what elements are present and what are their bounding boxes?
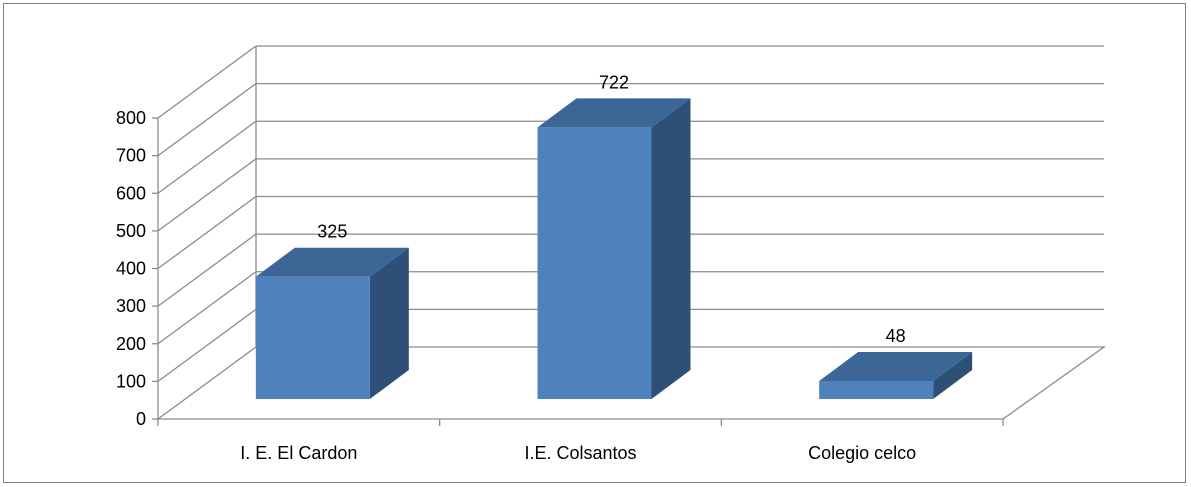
gridline-side-300 [157,233,257,307]
bar-0[interactable] [255,276,370,399]
bar-side-2 [933,351,973,399]
data-label: 48 [886,326,906,346]
bar-top-0 [255,247,409,277]
y-tick-label: 0 [136,409,146,429]
gridline-side-200 [157,271,257,345]
bar-side-0 [369,247,409,399]
bar-top-1 [537,98,691,128]
gridline-side-700 [157,83,257,157]
y-tick-label: 600 [116,183,146,203]
y-tick-label: 500 [116,221,146,241]
gridline-side-500 [157,158,257,232]
bar-2[interactable] [819,380,934,399]
y-tick-label: 100 [116,371,146,391]
x-category-label: Colegio celco [808,443,916,463]
x-category-label: I.E. Colsantos [524,443,636,463]
gridline-side-800 [157,45,257,119]
gridline-side-400 [157,195,257,270]
data-label: 325 [317,222,347,242]
bar-side-1 [651,98,691,399]
gridline-side-100 [157,308,257,382]
y-tick-label: 200 [116,334,146,354]
bar-top-2 [819,351,973,381]
x-category-label: I. E. El Cardon [240,443,357,463]
data-label: 722 [599,72,629,92]
gridline-side-600 [157,120,257,194]
y-tick-label: 700 [116,146,146,166]
y-tick-label: 400 [116,259,146,279]
y-tick-label: 800 [116,108,146,128]
bar-1[interactable] [537,127,652,399]
y-tick-label: 300 [116,296,146,316]
